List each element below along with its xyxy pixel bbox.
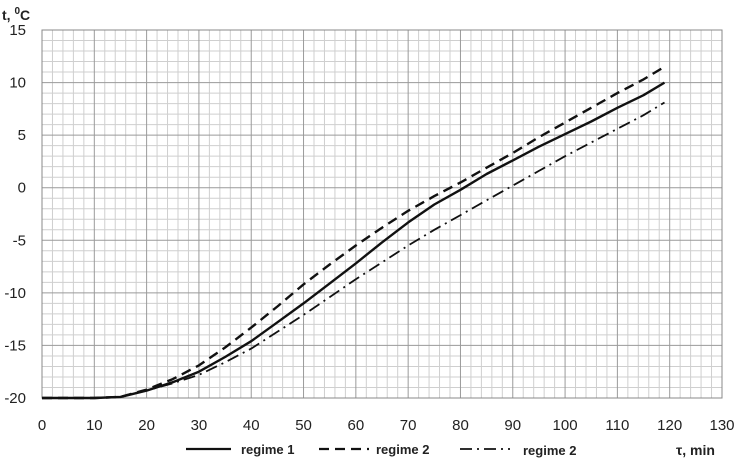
legend-item-1: regime 1: [186, 442, 294, 457]
y-axis-title: t, 0C: [2, 6, 30, 23]
y-tick-label: -20: [4, 390, 26, 407]
x-tick-label: 30: [191, 417, 208, 434]
y-tick-label: 15: [9, 22, 26, 39]
x-tick-label: 60: [348, 417, 365, 434]
y-tick-label: -10: [4, 285, 26, 302]
legend-item-3: regime 2: [460, 443, 576, 458]
y-tick-label: 10: [9, 75, 26, 92]
legend: regime 1 regime 2 regime 2: [186, 442, 576, 458]
x-tick-label: 100: [553, 417, 578, 434]
x-tick-label: 0: [38, 417, 46, 434]
x-tick-label: 70: [400, 417, 417, 434]
x-tick-label: 80: [452, 417, 469, 434]
y-axis-title-main: t,: [2, 7, 14, 23]
series-line-2-dashed: [42, 65, 666, 400]
legend-label-3: regime 2: [523, 443, 576, 458]
y-tick-label: 5: [18, 127, 26, 144]
x-tick-label: 20: [138, 417, 155, 434]
x-tick-label: 50: [295, 417, 312, 434]
series-layer: [42, 65, 666, 400]
major-grid: [41, 29, 723, 399]
x-tick-label: 90: [504, 417, 521, 434]
x-tick-label: 120: [657, 417, 682, 434]
x-tick-label: 130: [709, 417, 734, 434]
legend-label-2: regime 2: [376, 442, 429, 457]
x-tick-label: 40: [243, 417, 260, 434]
y-tick-label: -5: [13, 232, 26, 249]
x-tick-label: 110: [605, 417, 629, 434]
y-axis-title-unit: C: [20, 7, 30, 23]
x-axis-ticks: 0 10 20 30 40 50 60 70 80 90 100 110 120 130: [38, 417, 735, 434]
series-line-3-dash-dot: [42, 101, 665, 399]
minor-grid: [42, 30, 722, 398]
legend-item-2: regime 2: [319, 442, 429, 457]
y-tick-label: -15: [4, 337, 26, 354]
plot-frame: [41, 29, 723, 399]
legend-label-1: regime 1: [241, 442, 294, 457]
x-tick-label: 10: [86, 417, 103, 434]
x-axis-title: τ, min: [676, 442, 715, 458]
y-axis-title-superscript: 0: [14, 6, 20, 17]
y-tick-label: 0: [18, 180, 26, 197]
y-axis-ticks: 15 10 5 0 -5 -10 -15 -20: [4, 22, 26, 407]
